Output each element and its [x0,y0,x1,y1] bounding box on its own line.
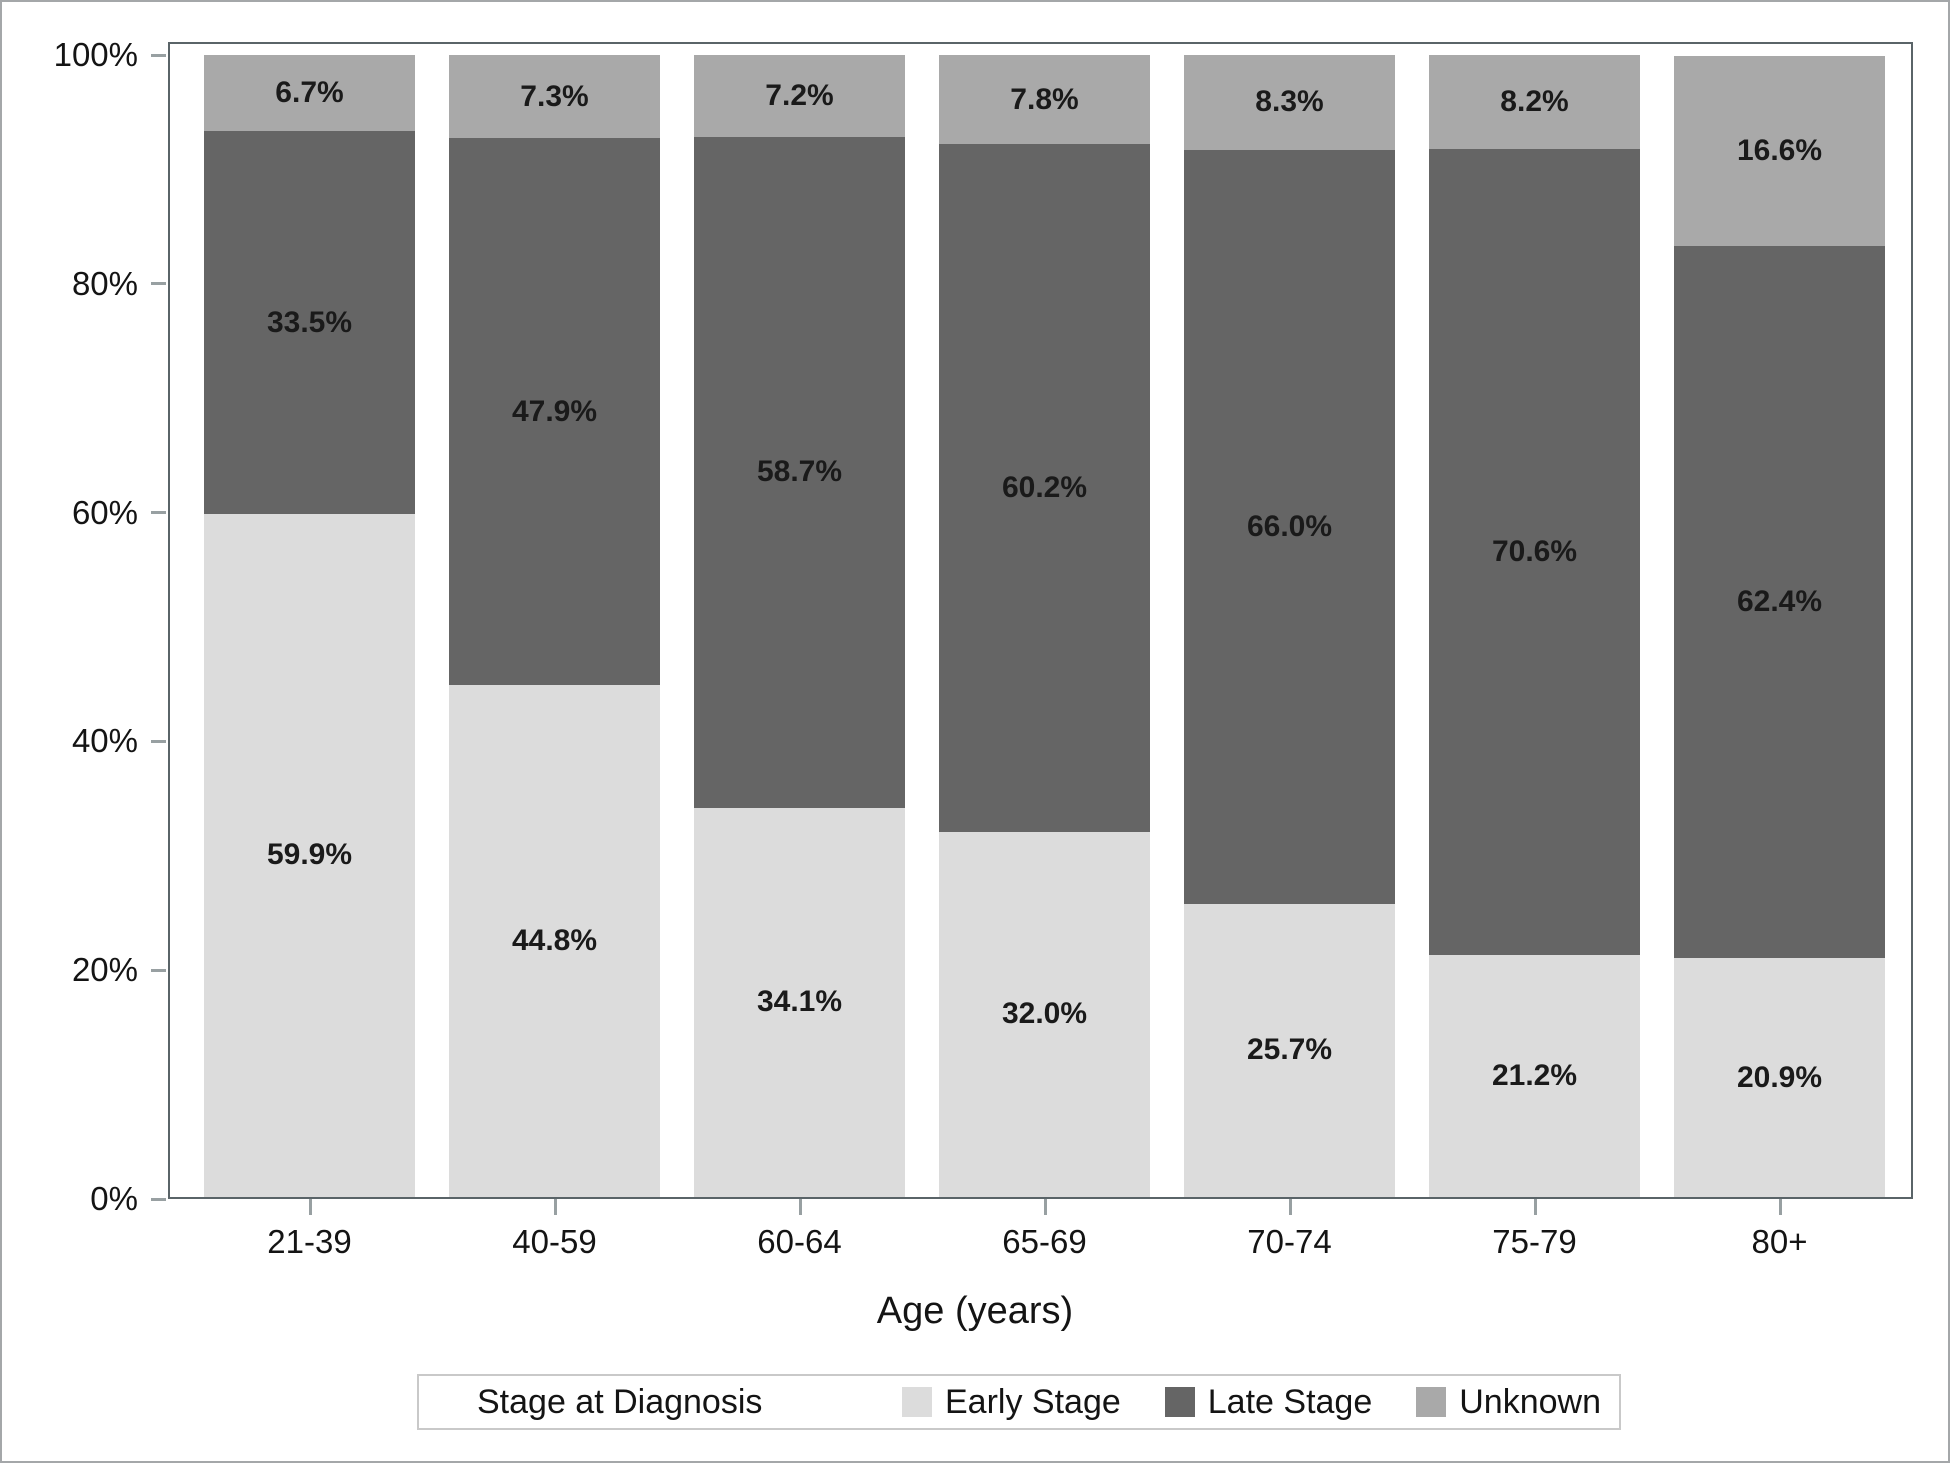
legend-item-early-stage: Early Stage [902,1383,1121,1422]
x-axis-tick-label: 70-74 [1247,1223,1332,1260]
bar-value-label: 21.2% [1491,1058,1578,1092]
y-axis-tick: 0% [90,1180,166,1218]
x-axis-tick-mark [308,1199,312,1215]
bar-segment-unknown: 7.3% [449,55,660,139]
y-axis-tick: 100% [54,36,166,74]
bar-value-label: 7.8% [1010,82,1079,116]
plot-area: 6.7% 33.5% 59.9% 7.3% 47.9% 44.8% 7.2% 58.7% 34.… [168,42,1913,1199]
bar-value-label: 16.6% [1736,133,1823,167]
y-axis-tick: 20% [72,951,166,989]
x-axis-tick-label: 75-79 [1492,1223,1577,1260]
bar-value-label: 7.3% [520,79,589,113]
x-axis-tick-mark [1533,1199,1537,1215]
legend-label: Early Stage [945,1382,1121,1421]
bar-segment-early-stage: 25.7% [1184,903,1395,1197]
bar-segment-unknown: 8.2% [1429,55,1640,149]
bar-value-label: 62.4% [1736,585,1823,619]
legend-swatch [1416,1387,1447,1417]
bar-value-label: 8.3% [1255,85,1324,119]
y-axis-tick-mark [151,739,166,743]
bar-segment-early-stage: 20.9% [1674,958,1885,1197]
bar-value-label: 8.2% [1500,84,1569,118]
bar-value-label: 58.7% [756,455,843,489]
x-axis-tick-mark [1778,1199,1782,1215]
bars-container: 6.7% 33.5% 59.9% 7.3% 47.9% 44.8% 7.2% 58.7% 34.… [204,55,1887,1197]
legend-item-late-stage: Late Stage [1164,1382,1373,1422]
y-axis-tick-label: 20% [71,951,138,989]
bar-value-label: 60.2% [1001,470,1088,504]
x-axis-tick-mark [798,1199,802,1215]
bar-segment-early-stage: 21.2% [1429,954,1640,1197]
bar-value-label: 34.1% [756,985,843,1019]
bar-value-label: 44.8% [511,924,598,958]
bar-value-label: 7.2% [765,79,834,113]
x-axis-tick-label: 65-69 [1002,1223,1087,1260]
y-axis-tick-label: 100% [53,36,138,73]
bar-segment-early-stage: 32.0% [939,831,1150,1197]
bar-value-label: 32.0% [1001,997,1088,1031]
bar-segment-early-stage: 44.8% [449,685,660,1197]
bar-value-label: 70.6% [1491,534,1578,568]
bar-value-label: 47.9% [511,394,598,428]
bar-value-label: 59.9% [266,838,353,872]
bar-segment-unknown: 6.7% [204,55,415,132]
x-axis-tick-mark [1043,1199,1047,1215]
y-axis-tick-mark [151,53,166,57]
bar-segment-early-stage: 34.1% [694,807,905,1197]
legend-swatch [1164,1387,1195,1417]
bar-segment-early-stage: 59.9% [204,513,415,1197]
y-axis: 0% 20% 40% 60% 80% 100% [2,36,166,1217]
bar-segment-late-stage: 33.5% [204,131,415,514]
bar-65-69: 7.8% 60.2% 32.0% [939,55,1150,1197]
bar-value-label: 6.7% [275,76,344,110]
bar-60-64: 7.2% 58.7% 34.1% [694,55,905,1197]
y-axis-tick: 40% [72,722,166,760]
y-axis-tick-label: 0% [90,1180,138,1217]
bar-70-74: 8.3% 66.0% 25.7% [1184,55,1395,1197]
bar-75-79: 8.2% 70.6% 21.2% [1429,55,1640,1197]
y-axis-tick-label: 40% [71,722,138,760]
x-axis-tick-label: 80+ [1751,1223,1808,1260]
x-axis-title: Age (years) [876,1290,1074,1332]
legend-label: Unknown [1459,1382,1601,1421]
y-axis-tick: 60% [72,494,166,532]
bar-segment-late-stage: 60.2% [939,144,1150,832]
legend-swatch [902,1387,932,1417]
y-axis-tick-mark [151,282,166,286]
y-axis-tick-mark [151,1197,166,1201]
y-axis-tick-mark [151,968,166,972]
x-axis-tick-label: 40-59 [512,1223,597,1260]
y-axis-tick-mark [151,511,166,515]
bar-segment-late-stage: 70.6% [1429,148,1640,955]
bar-value-label: 20.9% [1736,1060,1823,1094]
bar-value-label: 33.5% [266,305,353,339]
bar-80+: 16.6% 62.4% 20.9% [1674,55,1885,1197]
bar-segment-late-stage: 62.4% [1674,245,1885,959]
bar-segment-unknown: 7.2% [694,55,905,138]
x-axis-tick-mark [553,1199,557,1215]
bar-value-label: 25.7% [1246,1033,1333,1067]
legend-label: Late Stage [1207,1382,1373,1421]
bar-segment-late-stage: 58.7% [694,137,905,808]
x-axis-tick-label: 21-39 [267,1223,352,1260]
legend-item-unknown: Unknown [1416,1383,1601,1422]
legend-items: Early Stage Late Stage Unknown [902,1383,1601,1422]
bar-21-39: 6.7% 33.5% 59.9% [204,55,415,1197]
x-axis: 21-39 40-59 60-64 65-69 70-74 75-79 80+ [168,1199,1913,1309]
bar-segment-late-stage: 66.0% [1184,149,1395,904]
bar-segment-unknown: 16.6% [1674,56,1885,246]
x-axis-tick-label: 60-64 [757,1223,842,1260]
bar-40-59: 7.3% 47.9% 44.8% [449,55,660,1197]
bar-segment-unknown: 7.8% [939,55,1150,145]
legend: Stage at Diagnosis Early Stage Late Stage… [417,1374,1621,1430]
y-axis-tick-label: 80% [71,264,138,302]
y-axis-tick-label: 60% [71,493,138,531]
bar-segment-late-stage: 47.9% [449,138,660,686]
bar-segment-unknown: 8.3% [1184,55,1395,150]
y-axis-tick: 80% [72,265,166,303]
bar-value-label: 66.0% [1246,509,1333,543]
legend-title: Stage at Diagnosis [477,1382,763,1421]
x-axis-tick-mark [1288,1199,1292,1215]
